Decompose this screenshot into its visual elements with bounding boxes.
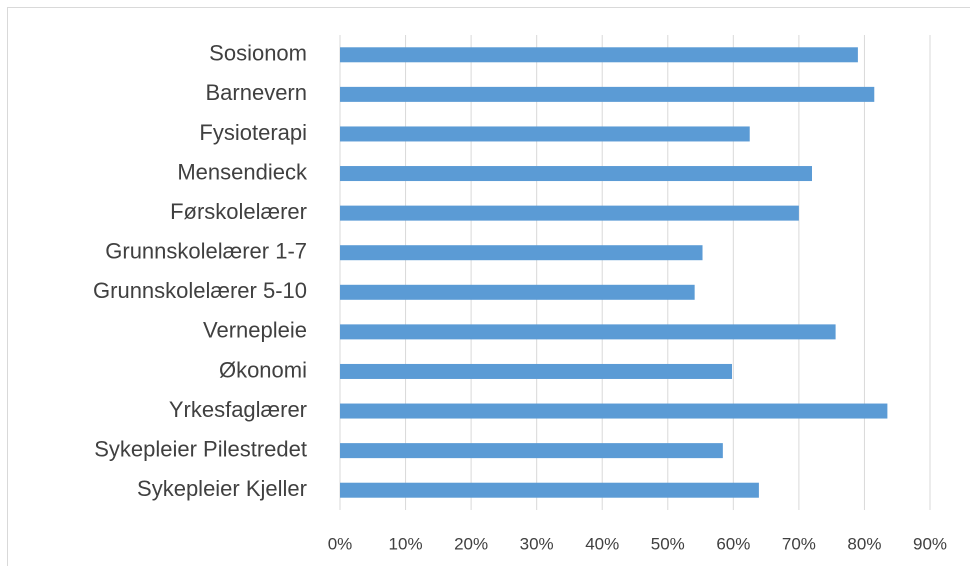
y-tick-label: Yrkesfaglærer	[169, 397, 307, 422]
bar	[340, 86, 875, 102]
x-tick-label: 10%	[389, 534, 423, 553]
x-tick-label: 30%	[520, 534, 554, 553]
y-tick-label: Grunnskolelærer 5-10	[93, 278, 307, 303]
y-tick-label: Økonomi	[219, 357, 307, 382]
y-tick-label: Grunnskolelærer 1-7	[105, 239, 307, 264]
bar	[340, 324, 836, 340]
x-tick-label: 20%	[454, 534, 488, 553]
bar	[340, 443, 723, 459]
y-tick-label: Sykepleier Kjeller	[137, 476, 307, 501]
chart-frame	[7, 7, 970, 566]
y-tick-label: Mensendieck	[177, 159, 308, 184]
x-tick-label: 0%	[328, 534, 353, 553]
x-tick-label: 90%	[913, 534, 947, 553]
y-tick-label: Sykepleier Pilestredet	[94, 436, 307, 461]
x-tick-label: 40%	[585, 534, 619, 553]
bar	[340, 363, 733, 379]
y-tick-label: Fysioterapi	[199, 120, 307, 145]
y-tick-label: Barnevern	[205, 80, 307, 105]
y-tick-label: Førskolelærer	[170, 199, 307, 224]
x-tick-label: 50%	[651, 534, 685, 553]
bar	[340, 166, 812, 182]
bar	[340, 47, 858, 63]
y-tick-label: Sosionom	[209, 41, 307, 66]
x-tick-label: 60%	[716, 534, 750, 553]
bar	[340, 245, 703, 261]
x-tick-label: 80%	[847, 534, 881, 553]
bar	[340, 205, 799, 221]
bar	[340, 284, 695, 300]
x-tick-label: 70%	[782, 534, 816, 553]
bar	[340, 126, 750, 142]
bar	[340, 403, 888, 419]
bar	[340, 482, 759, 498]
y-tick-label: Vernepleie	[203, 318, 307, 343]
